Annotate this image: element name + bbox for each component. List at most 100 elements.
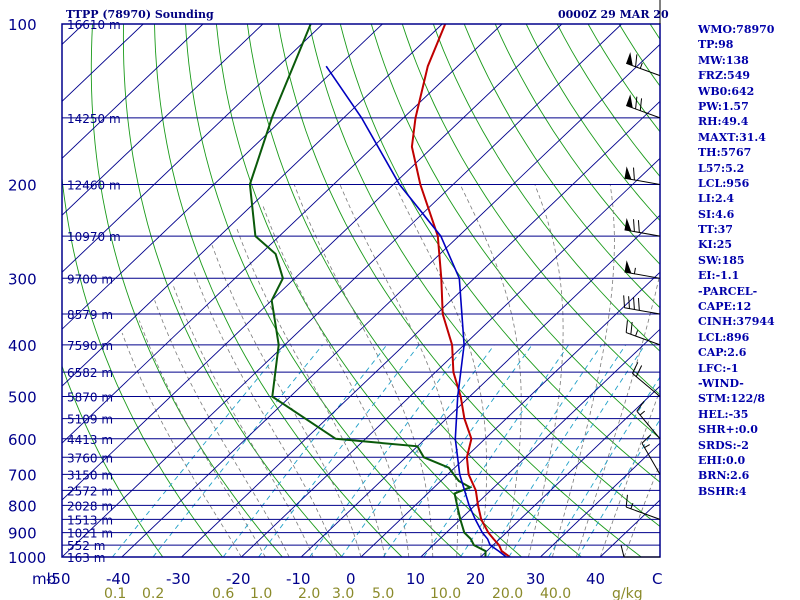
mixing-ratio-label: 0.2 bbox=[142, 586, 164, 600]
temperature-tick-label: 40 bbox=[586, 570, 605, 588]
temperature-tick-label: -40 bbox=[106, 570, 131, 588]
mixing-ratio-line bbox=[341, 344, 495, 557]
mixing-ratio-line bbox=[112, 344, 286, 557]
mixing-ratio-label: 3.0 bbox=[332, 586, 354, 600]
pressure-tick-label: 500 bbox=[8, 389, 37, 407]
height-label: 5109 m bbox=[67, 413, 113, 427]
isotherm-line bbox=[360, 271, 660, 557]
height-label: 9700 m bbox=[67, 272, 113, 286]
height-label: 5870 m bbox=[67, 391, 113, 405]
chart-title: TTPP (78970) Sounding bbox=[66, 8, 214, 21]
wind-barb-feather bbox=[628, 296, 630, 309]
index-line: BSHR:4 bbox=[698, 484, 747, 498]
mixing-ratio-line bbox=[309, 344, 466, 557]
temperature-tick-label: -30 bbox=[166, 570, 191, 588]
wind-barb-half-feather bbox=[633, 267, 636, 274]
wind-barb-feather bbox=[625, 494, 628, 508]
wind-barb-feather bbox=[635, 96, 638, 110]
index-line: SI:4.6 bbox=[698, 207, 735, 221]
index-line: MW:138 bbox=[698, 53, 749, 67]
index-line: BRN:2.6 bbox=[698, 469, 750, 483]
isotherm-line bbox=[62, 24, 323, 273]
plot-lines bbox=[62, 24, 660, 557]
height-label: 7590 m bbox=[67, 339, 113, 353]
isotherm-line bbox=[62, 24, 264, 216]
dry-adiabat-line bbox=[370, 24, 660, 439]
wind-barb-half-feather bbox=[639, 410, 645, 416]
wind-barb-flag bbox=[624, 166, 632, 180]
mixing-ratio-label: 10.0 bbox=[430, 586, 461, 600]
moist-adiabat-line bbox=[623, 462, 660, 557]
mixing-ratio-line bbox=[460, 344, 602, 557]
mixing-ratio-label: 20.0 bbox=[492, 586, 523, 600]
pressure-tick-label: 1000 bbox=[8, 549, 46, 567]
wind-barb-feather bbox=[631, 362, 639, 374]
mixing-ratio-label: 1.0 bbox=[250, 586, 272, 600]
mixing-ratio-line bbox=[423, 344, 569, 557]
isotherm-line bbox=[62, 24, 622, 557]
chart-time: 0000Z 29 MAR 20 bbox=[558, 8, 669, 21]
wind-barb-half-feather bbox=[635, 330, 639, 337]
indices-panel: WMO:78970 TP:98 MW:138 FRZ:549 WB0:642 PW:1.5… bbox=[698, 22, 800, 499]
wind-barb-feather bbox=[641, 434, 652, 444]
mixing-ratio-label: 2.0 bbox=[298, 586, 320, 600]
wind-barb-flag bbox=[624, 260, 632, 274]
wind-barb-feather bbox=[633, 297, 635, 310]
moist-adiabat-line bbox=[121, 332, 242, 557]
wind-barb-feather bbox=[635, 54, 638, 67]
index-line: CAPE:12 bbox=[698, 300, 752, 314]
index-line: TT:37 bbox=[698, 223, 733, 237]
isotherm-line bbox=[540, 442, 660, 557]
height-label: 552 m bbox=[67, 539, 105, 553]
wind-barb-half-feather bbox=[644, 444, 650, 449]
mixing-ratio-label: g/kg bbox=[612, 586, 643, 600]
index-line: -WIND- bbox=[698, 376, 744, 390]
temperature-line bbox=[410, 24, 511, 557]
y-axis-label: mb bbox=[32, 570, 56, 588]
mixing-ratio-line bbox=[152, 344, 323, 557]
pressure-tick-label: 600 bbox=[8, 431, 37, 449]
height-label: 3760 m bbox=[67, 451, 113, 465]
wind-barb-feather bbox=[635, 365, 643, 377]
index-line: FRZ:549 bbox=[698, 69, 751, 83]
wind-barb-feather bbox=[637, 297, 640, 311]
index-line: WMO:78970 bbox=[698, 23, 775, 36]
index-line: WB0:642 bbox=[698, 84, 755, 98]
wind-barb-feather bbox=[620, 544, 625, 558]
chart-frame bbox=[61, 23, 661, 558]
index-line: STM:122/8 bbox=[698, 392, 765, 406]
wind-barb-feather bbox=[637, 220, 640, 233]
dry-adiabat-line bbox=[339, 24, 660, 483]
wind-barb bbox=[636, 410, 661, 440]
mixing-ratio-line bbox=[508, 344, 646, 557]
index-line: MAXT:31.4 bbox=[698, 130, 766, 144]
temperature-tick-label: -50 bbox=[46, 570, 71, 588]
height-label: 2572 m bbox=[67, 484, 113, 498]
height-label: 6582 m bbox=[67, 366, 113, 380]
height-label: 14250 m bbox=[67, 112, 121, 126]
index-line: SW:185 bbox=[698, 253, 745, 267]
dry-adiabat-line bbox=[432, 24, 660, 352]
isotherm-line bbox=[62, 24, 443, 387]
wind-barb bbox=[641, 443, 661, 475]
x-axis-label: C bbox=[652, 570, 662, 588]
height-label: 3150 m bbox=[67, 468, 113, 482]
mixing-ratio-line bbox=[577, 418, 660, 557]
wind-barb-feather bbox=[636, 400, 645, 412]
isotherm-line bbox=[181, 100, 660, 557]
moist-adiabat-line bbox=[211, 245, 362, 557]
index-line: LI:2.4 bbox=[698, 192, 735, 206]
isotherm-line bbox=[420, 328, 660, 557]
height-label: 10970 m bbox=[67, 230, 121, 244]
index-line: KI:25 bbox=[698, 238, 733, 252]
dry-adiabat-line bbox=[154, 24, 403, 557]
dry-adiabat-line bbox=[556, 24, 660, 178]
index-line: L57:5.2 bbox=[698, 161, 745, 175]
pressure-tick-label: 900 bbox=[8, 525, 37, 543]
index-line: LCL:896 bbox=[698, 330, 750, 344]
dry-adiabat-line bbox=[463, 24, 660, 309]
pressure-tick-label: 200 bbox=[8, 176, 37, 194]
wind-barb bbox=[632, 373, 661, 397]
index-line: HEL:-35 bbox=[698, 407, 749, 421]
